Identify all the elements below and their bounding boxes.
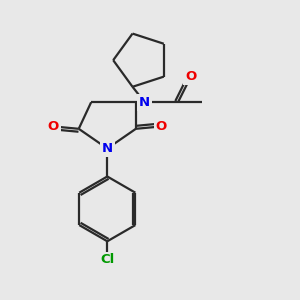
- Text: O: O: [156, 120, 167, 133]
- Text: O: O: [48, 120, 59, 133]
- Text: N: N: [102, 142, 113, 155]
- Text: O: O: [185, 70, 196, 83]
- Text: N: N: [139, 96, 150, 109]
- Text: Cl: Cl: [100, 253, 114, 266]
